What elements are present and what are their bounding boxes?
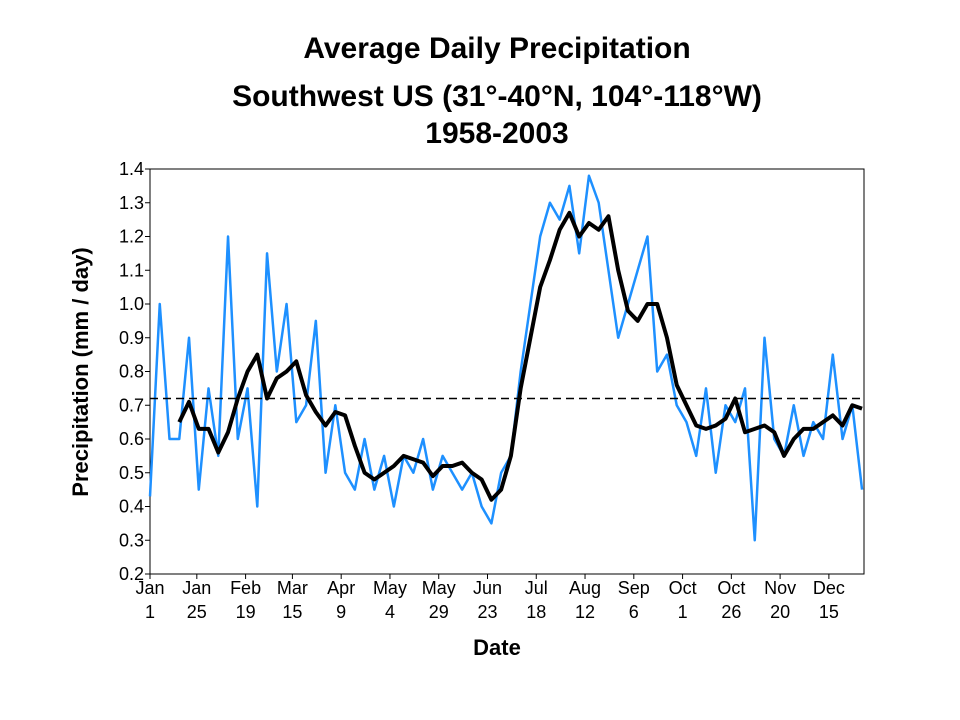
x-axis-label: Date [473, 635, 521, 660]
y-tick-label: 1.2 [119, 227, 144, 247]
x-tick-label: Apr 9 [327, 578, 355, 622]
chart-subtitle: Southwest US (31°-40°N, 104°-118°W) [232, 80, 762, 113]
x-tick-label: May 4 [373, 578, 407, 622]
y-tick-label: 1.4 [119, 159, 144, 179]
x-tick-label: Dec 15 [813, 578, 845, 622]
x-tick-label: Aug 12 [569, 578, 601, 622]
series-line [177, 210, 863, 502]
y-tick-label: 0.2 [119, 564, 144, 584]
x-tick-label: Jun 23 [473, 578, 502, 622]
chart-years: 1958-2003 [425, 117, 568, 150]
x-tick-label: Feb 19 [230, 578, 261, 622]
x-tick-label: Jan 25 [182, 578, 211, 622]
y-tick-label: 1.0 [119, 294, 144, 314]
y-tick-label: 0.3 [119, 530, 144, 550]
y-tick-label: 0.4 [119, 497, 144, 517]
y-tick-label: 0.5 [119, 463, 144, 483]
x-tick-label: Oct 1 [669, 578, 697, 622]
y-tick-label: 0.8 [119, 362, 144, 382]
x-tick-label: Jan 1 [135, 578, 164, 622]
x-tick-label: Oct 26 [717, 578, 745, 622]
chart-title: Average Daily Precipitation [303, 32, 690, 65]
y-tick-label: 0.9 [119, 328, 144, 348]
x-tick-label: Nov 20 [764, 578, 796, 622]
x-tick-label: May 29 [422, 578, 456, 622]
y-tick-label: 1.1 [119, 260, 144, 280]
y-tick-label: 1.3 [119, 193, 144, 213]
y-tick-label: 0.7 [119, 395, 144, 415]
x-tick-label: Mar 15 [277, 578, 308, 622]
y-tick-label: 0.6 [119, 429, 144, 449]
series-line [148, 174, 864, 542]
y-axis-label: Precipitation (mm / day) [68, 247, 93, 496]
x-tick-label: Sep 6 [618, 578, 650, 622]
x-tick-label: Jul 18 [525, 578, 548, 622]
plot-area [149, 168, 865, 575]
